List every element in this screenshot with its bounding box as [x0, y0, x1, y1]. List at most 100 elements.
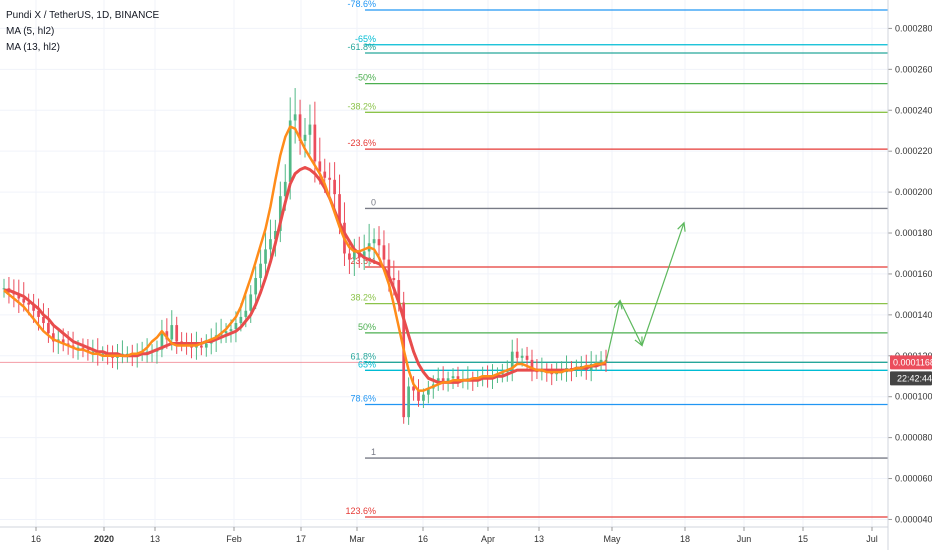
candle-body[interactable]: [259, 263, 262, 279]
candle-body[interactable]: [348, 253, 351, 260]
price-badge-bg: [890, 355, 932, 370]
candle-body[interactable]: [313, 124, 317, 162]
candle-body[interactable]: [165, 331, 169, 340]
candle-body[interactable]: [204, 343, 208, 348]
candle-body[interactable]: [328, 177, 332, 180]
candle-body[interactable]: [372, 239, 376, 244]
fib-level-label: -61.8%: [347, 42, 376, 52]
candle-body[interactable]: [427, 388, 430, 395]
x-tick-label: Jul: [866, 534, 878, 544]
candle-body[interactable]: [283, 181, 287, 197]
candle-body[interactable]: [61, 339, 65, 344]
candle-body[interactable]: [392, 278, 396, 281]
candle-body[interactable]: [318, 161, 322, 172]
fib-level-label: -23.6%: [347, 138, 376, 148]
fib-level-label: 23.6%: [350, 256, 376, 266]
x-tick-label: 16: [418, 534, 428, 544]
candle-body[interactable]: [510, 351, 514, 371]
candle-body[interactable]: [175, 325, 179, 342]
candle-body[interactable]: [229, 329, 233, 332]
candle-body[interactable]: [352, 251, 356, 260]
candle-body[interactable]: [377, 239, 381, 246]
ma-slow-label[interactable]: MA (13, hl2): [6, 42, 60, 53]
x-tick-label: 16: [31, 534, 41, 544]
candle-body[interactable]: [234, 323, 238, 330]
candle-body[interactable]: [22, 298, 26, 303]
candle-body[interactable]: [397, 280, 401, 303]
candle-body[interactable]: [76, 347, 80, 349]
symbol-title[interactable]: Pundi X / TetherUS, 1D, BINANCE: [6, 10, 160, 21]
candle-body[interactable]: [27, 302, 31, 305]
candle-body[interactable]: [274, 230, 277, 240]
candle-body[interactable]: [338, 194, 341, 223]
candle-body[interactable]: [91, 351, 95, 353]
candle-body[interactable]: [278, 196, 282, 231]
candle-body[interactable]: [37, 310, 40, 317]
candle-body[interactable]: [362, 251, 366, 258]
candle-body[interactable]: [417, 390, 420, 401]
candle-body[interactable]: [224, 331, 228, 334]
candle-body[interactable]: [333, 179, 336, 195]
candle-body[interactable]: [160, 331, 164, 350]
candle-body[interactable]: [269, 239, 272, 250]
projection-segment[interactable]: [619, 300, 643, 346]
candle-body[interactable]: [599, 359, 603, 362]
projection-arrows[interactable]: [605, 221, 686, 363]
fib-level-label: 61.8%: [350, 351, 376, 361]
candle-body[interactable]: [422, 394, 425, 401]
fib-level-label: 50%: [358, 322, 376, 332]
candle-body[interactable]: [530, 359, 534, 371]
arrowhead: [677, 221, 686, 232]
candle-body[interactable]: [323, 171, 327, 178]
candle-body[interactable]: [249, 294, 253, 311]
candle-body[interactable]: [42, 316, 45, 324]
candle-body[interactable]: [293, 114, 297, 121]
fib-level-label: 78.6%: [350, 393, 376, 403]
candle-body[interactable]: [170, 325, 174, 340]
candle-body[interactable]: [515, 351, 519, 358]
candle-body[interactable]: [407, 386, 410, 418]
x-tick-label: 13: [534, 534, 544, 544]
candle-body[interactable]: [441, 378, 445, 383]
ma-fast-label[interactable]: MA (5, hl2): [6, 26, 55, 37]
candle-body[interactable]: [456, 376, 460, 381]
candle-body[interactable]: [47, 323, 50, 334]
candle-body[interactable]: [525, 355, 529, 360]
x-tick-label: Jun: [737, 534, 752, 544]
candle-body[interactable]: [2, 288, 6, 290]
projection-segment[interactable]: [641, 222, 685, 346]
candle-body[interactable]: [101, 353, 105, 355]
candle-body[interactable]: [239, 316, 243, 324]
candle-body[interactable]: [288, 120, 292, 182]
moving-averages: [3, 125, 607, 392]
fib-level-label: 123.6%: [345, 506, 376, 516]
fib-level-label: 1: [371, 447, 376, 457]
candle-body[interactable]: [382, 245, 386, 260]
candle-body[interactable]: [264, 249, 267, 264]
candle-body[interactable]: [402, 302, 406, 418]
candle-body[interactable]: [200, 345, 203, 348]
candle-body[interactable]: [520, 355, 524, 358]
candle-body[interactable]: [254, 278, 258, 295]
candle-body[interactable]: [387, 259, 391, 279]
candle-body[interactable]: [298, 114, 302, 141]
candlesticks[interactable]: [2, 88, 608, 425]
candle-body[interactable]: [303, 134, 307, 141]
candle-body[interactable]: [126, 353, 129, 355]
candle-body[interactable]: [451, 376, 455, 379]
candle-body[interactable]: [412, 386, 415, 391]
fib-level-label: 38.2%: [350, 293, 376, 303]
candle-body[interactable]: [51, 333, 55, 342]
candle-body[interactable]: [446, 378, 450, 383]
time-axis[interactable]: 16 2020 13 Feb 17 Mar 16 Apr 13 May 18 Jun 15 Jul: [0, 526, 888, 544]
candle-body[interactable]: [32, 304, 35, 311]
projection-segment[interactable]: [605, 300, 621, 363]
fibonacci-retracement[interactable]: -78.6% -65%-61.8% -50% -38.2% -23.6% 0 23.6% 38…: [345, 0, 888, 518]
candle-body[interactable]: [308, 124, 312, 135]
candle-body[interactable]: [17, 294, 21, 299]
candle-body[interactable]: [244, 310, 248, 317]
